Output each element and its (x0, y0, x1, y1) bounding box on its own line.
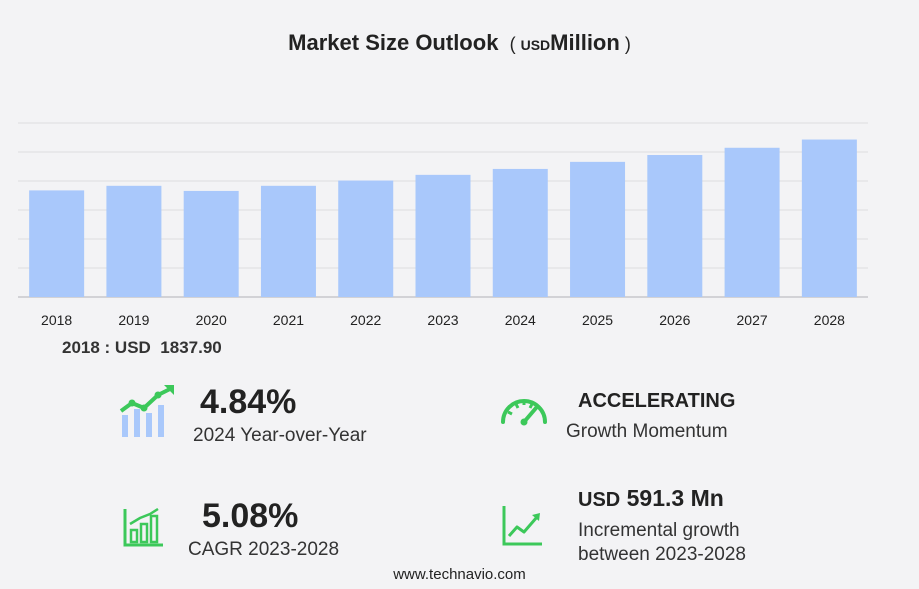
chart-title: Market Size Outlook ( USDMillion ) (0, 30, 919, 56)
chart-bars (29, 139, 857, 297)
kpi-yoy: 4.84% (200, 383, 296, 422)
bar-2018 (29, 190, 85, 297)
incr-value: 591.3 Mn (626, 485, 724, 511)
trend-line-icon (502, 506, 542, 546)
paren-close: ) (624, 34, 631, 54)
x-tick-label: 2022 (350, 312, 381, 328)
momentum-label: Growth Momentum (566, 421, 728, 442)
incr-label-line2: between 2023-2028 (578, 544, 746, 565)
x-tick-label: 2023 (427, 312, 458, 328)
cagr-label: CAGR 2023-2028 (188, 539, 340, 560)
bar-2022 (338, 180, 394, 297)
bar-2024 (492, 168, 548, 297)
yoy-value: 4.84% (200, 383, 297, 421)
kpi-incremental-label-wrap: Incremental growth between 2023-2028 (578, 519, 746, 567)
kpi-cagr: 5.08% (202, 497, 298, 536)
x-tick-label: 2019 (118, 312, 149, 328)
base-year-value: 2018 : USD 1837.90 (62, 338, 222, 358)
x-tick-label: 2028 (814, 312, 845, 328)
x-tick-label: 2027 (737, 312, 768, 328)
kpi-incremental: USD 591.3 Mn (578, 485, 724, 512)
base-year-label: 2018 : USD (62, 338, 151, 357)
unit-scale: Million (550, 30, 620, 55)
kpi-cagr-label-wrap: CAGR 2023-2028 (188, 539, 339, 561)
cagr-value: 5.08% (202, 497, 299, 535)
bar-chart: 2018 2019 2020 2021 2022 2023 2024 2025 2026 2027… (18, 122, 868, 328)
bar-2026 (647, 155, 703, 297)
title-main: Market Size Outlook (288, 30, 499, 55)
incr-currency: USD (578, 489, 621, 511)
x-tick-label: 2020 (196, 312, 227, 328)
kpi-momentum-label-wrap: Growth Momentum (566, 421, 728, 443)
incr-value-wrap: USD 591.3 Mn (578, 485, 724, 512)
footer-url: www.technavio.com (393, 566, 526, 583)
bar-2021 (260, 185, 316, 297)
unit-currency: USD (520, 37, 551, 53)
growth-chart-icon (119, 385, 174, 437)
bar-2028 (801, 139, 857, 297)
base-year-amount: 1837.90 (160, 338, 222, 357)
kpi-yoy-label-wrap: 2024 Year-over-Year (193, 425, 367, 447)
incr-label-line1: Incremental growth (578, 520, 740, 541)
momentum-value: ACCELERATING (578, 390, 736, 412)
x-tick-label: 2024 (505, 312, 536, 328)
x-tick-label: 2026 (659, 312, 690, 328)
x-tick-label: 2021 (273, 312, 304, 328)
paren-open: ( (509, 34, 516, 54)
bar-growth-icon (123, 507, 163, 547)
x-axis-ticks: 2018 2019 2020 2021 2022 2023 2024 2025 2026 2027… (41, 312, 845, 328)
title-unit: ( USDMillion ) (505, 30, 631, 55)
kpi-momentum: ACCELERATING (578, 390, 735, 413)
bar-2025 (570, 161, 626, 297)
x-tick-label: 2025 (582, 312, 613, 328)
yoy-label: 2024 Year-over-Year (193, 425, 367, 446)
bar-2019 (106, 185, 162, 297)
bar-2020 (183, 190, 239, 297)
bar-2027 (724, 147, 780, 297)
x-tick-label: 2018 (41, 312, 72, 328)
bar-2023 (415, 174, 471, 297)
speedometer-icon (501, 399, 547, 426)
